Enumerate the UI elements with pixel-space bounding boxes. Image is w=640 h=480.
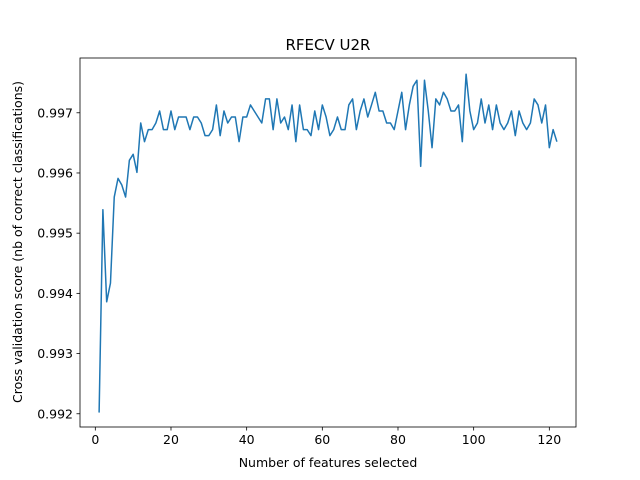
y-tick-label: 0.994 xyxy=(37,286,73,301)
y-axis-label: Cross validation score (nb of correct cl… xyxy=(10,81,25,403)
plot-area xyxy=(98,73,558,413)
x-tick-label: 20 xyxy=(163,432,179,447)
x-tick-label: 40 xyxy=(239,432,255,447)
x-tick-label: 120 xyxy=(537,432,561,447)
x-tick-label: 100 xyxy=(462,432,486,447)
y-axis-ticks: 0.992 0.993 0.994 0.995 0.996 0.997 xyxy=(37,105,80,421)
x-axis-label: Number of features selected xyxy=(239,455,418,470)
x-tick-label: 80 xyxy=(390,432,406,447)
x-tick-label: 60 xyxy=(314,432,330,447)
series-line xyxy=(98,73,558,413)
y-tick-label: 0.993 xyxy=(37,346,73,361)
x-tick-label: 0 xyxy=(91,432,99,447)
y-tick-label: 0.992 xyxy=(37,406,73,421)
y-tick-label: 0.997 xyxy=(37,105,73,120)
y-tick-label: 0.995 xyxy=(37,226,73,241)
axes-frame xyxy=(79,57,577,428)
y-tick-label: 0.996 xyxy=(37,165,73,180)
x-axis-ticks: 0 20 40 60 80 100 120 xyxy=(91,427,561,447)
chart-title: RFECV U2R xyxy=(286,36,371,54)
